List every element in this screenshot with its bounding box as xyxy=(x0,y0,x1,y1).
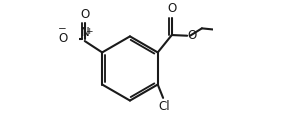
Text: O: O xyxy=(188,29,197,42)
Text: +: + xyxy=(85,27,92,36)
Text: O: O xyxy=(167,2,176,15)
Text: O: O xyxy=(58,32,67,45)
Text: −: − xyxy=(58,24,67,34)
Text: N: N xyxy=(80,26,89,39)
Text: O: O xyxy=(80,8,89,21)
Text: Cl: Cl xyxy=(158,100,170,113)
